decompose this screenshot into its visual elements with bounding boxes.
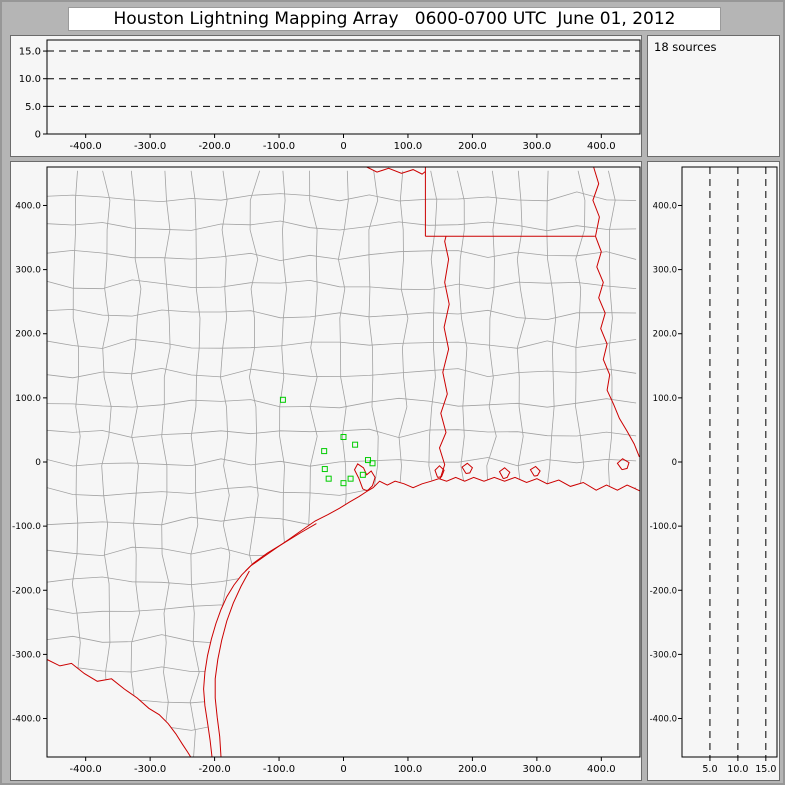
mississippi (592, 166, 640, 458)
x-tick-label: 15.0 (755, 764, 776, 775)
bay-outline (616, 458, 630, 471)
x-tick-label: -100.0 (263, 141, 295, 152)
station-marker (369, 460, 376, 467)
bay-outline (529, 465, 541, 477)
y-tick-label: -100.0 (650, 522, 677, 532)
county-lines (47, 170, 637, 757)
y-tick-label: 100.0 (653, 394, 677, 404)
y-tick-label: 100.0 (15, 394, 41, 404)
page-title: Houston Lightning Mapping Array 0600-070… (68, 7, 721, 31)
station-marker (364, 457, 371, 464)
x-tick-label: 200.0 (458, 141, 487, 152)
bay-outline (434, 465, 445, 478)
x-tick-label: 100.0 (394, 141, 423, 152)
red-river (366, 166, 426, 175)
y-tick-label: 400.0 (15, 201, 41, 211)
x-tick-label: -300.0 (134, 141, 166, 152)
altitude-ns-chart: 5.0 10.0 15.0 400.0 300.0 200.0 100.0 0 -100.0 -2… (650, 166, 778, 775)
coast (203, 476, 641, 758)
x-tick-label: 0 (340, 764, 346, 775)
altitude-ns-plot: 5.0 10.0 15.0 400.0 300.0 200.0 100.0 0 -100.0 -2… (650, 166, 778, 775)
x-tick-label: 300.0 (523, 764, 552, 775)
x-tick-label: -200.0 (198, 141, 230, 152)
y-tick-label: -300.0 (12, 650, 41, 660)
station-markers (279, 396, 376, 487)
y-tick-label: 0 (35, 130, 41, 141)
x-tick-label: -300.0 (134, 764, 166, 775)
rio-grande (46, 659, 192, 758)
y-tick-label: 200.0 (653, 330, 677, 340)
x-tick-label: 400.0 (587, 764, 616, 775)
altitude-ew-panel: -400.0 -300.0 -200.0 -100.0 0 100.0 200.0 300.0… (10, 35, 642, 157)
y-tick-label: 0 (35, 458, 41, 468)
x-tick-label: 400.0 (587, 141, 616, 152)
altitude-ew-plot: -400.0 -300.0 -200.0 -100.0 0 100.0 200.0 300.0… (19, 39, 641, 152)
x-tick-label: -400.0 (70, 141, 102, 152)
bay-outline (461, 462, 474, 474)
map-panel: -400.0 -300.0 -200.0 -100.0 0 100.0 200.0 300.0… (10, 161, 642, 781)
station-marker (352, 441, 359, 448)
station-marker (321, 466, 328, 473)
y-tick-label: -100.0 (12, 522, 41, 532)
x-tick-label: 300.0 (523, 141, 552, 152)
bay-outline (498, 467, 511, 480)
y-tick-label: 0 (672, 458, 677, 468)
plot-frame (46, 39, 641, 135)
plan-view-map-chart: -400.0 -300.0 -200.0 -100.0 0 100.0 200.0 300.0… (12, 166, 641, 775)
bay-outline (353, 463, 376, 492)
station-marker (321, 448, 328, 455)
y-tick-label: 15.0 (19, 47, 41, 58)
x-tick-label: 200.0 (458, 764, 487, 775)
x-tick-label: -100.0 (263, 764, 295, 775)
state-borders (46, 166, 641, 758)
x-tick-label: 0 (340, 141, 346, 152)
plot-frame (681, 166, 778, 758)
station-marker (325, 475, 332, 482)
altitude-ew-chart: -400.0 -300.0 -200.0 -100.0 0 100.0 200.0 300.0… (19, 39, 641, 152)
station-marker (359, 471, 366, 478)
x-tick-label: -200.0 (198, 764, 230, 775)
y-tick-label: -200.0 (650, 586, 677, 596)
y-tick-label: 400.0 (653, 201, 677, 211)
x-tick-label: 100.0 (394, 764, 423, 775)
barrier-island (214, 570, 250, 758)
x-tick-label: 5.0 (702, 764, 717, 775)
sources-panel: 18 sources (647, 35, 780, 157)
y-tick-label: -200.0 (12, 586, 41, 596)
y-tick-label: 200.0 (15, 330, 41, 340)
y-tick-label: 300.0 (653, 266, 677, 276)
sabine-river (438, 236, 450, 479)
y-tick-label: 5.0 (25, 102, 41, 113)
y-tick-label: -400.0 (12, 715, 41, 725)
altitude-ns-panel: 5.0 10.0 15.0 400.0 300.0 200.0 100.0 0 -100.0 -2… (647, 161, 780, 781)
station-marker (347, 475, 354, 482)
station-marker (340, 480, 347, 487)
x-tick-label: -400.0 (70, 764, 102, 775)
y-tick-label: -400.0 (650, 715, 677, 725)
sources-count-label: 18 sources (654, 40, 717, 54)
station-marker (279, 396, 286, 403)
y-tick-label: -300.0 (650, 650, 677, 660)
y-tick-label: 300.0 (15, 266, 41, 276)
y-tick-label: 10.0 (19, 74, 41, 85)
lagoon-line (245, 523, 317, 572)
station-marker (340, 433, 347, 440)
x-tick-label: 10.0 (727, 764, 748, 775)
